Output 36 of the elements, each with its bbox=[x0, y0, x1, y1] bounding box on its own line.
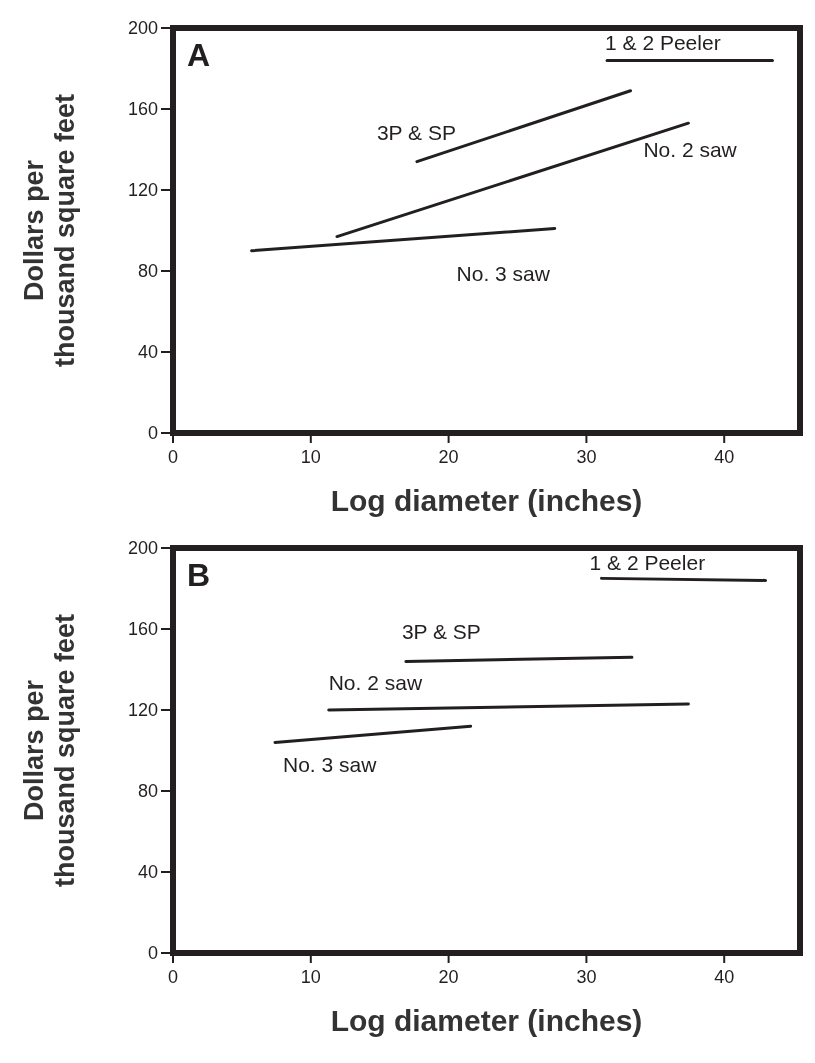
x-tick-label: 30 bbox=[576, 447, 597, 467]
x-tick-label: 20 bbox=[438, 967, 459, 987]
chart-title: A bbox=[187, 37, 211, 73]
x-tick-label: 20 bbox=[438, 447, 459, 467]
series-label: No. 3 saw bbox=[456, 261, 551, 285]
series-label: 1 & 2 Peeler bbox=[605, 31, 721, 55]
x-tick-label: 0 bbox=[167, 447, 179, 467]
series-label: No. 2 saw bbox=[643, 138, 738, 162]
y-axis-title: Dollars per thousand square feet bbox=[18, 613, 80, 888]
y-tick-label: 200 bbox=[127, 538, 158, 559]
series-label: 3P & SP bbox=[376, 120, 456, 144]
y-tick-label: 200 bbox=[127, 18, 158, 39]
y-tick-label: 40 bbox=[137, 342, 158, 363]
series-label: No. 3 saw bbox=[282, 753, 378, 777]
series-label: 3P & SP bbox=[401, 620, 481, 644]
x-axis-title: Log diameter (inches) bbox=[330, 484, 643, 517]
y-tick-label: 0 bbox=[147, 943, 158, 964]
series-label: No. 2 saw bbox=[328, 671, 423, 694]
x-axis-title: Log diameter (inches) bbox=[330, 1004, 643, 1037]
x-tick-label: 40 bbox=[714, 447, 735, 467]
y-tick-label: 160 bbox=[127, 99, 158, 120]
y-tick-label: 160 bbox=[127, 619, 158, 640]
x-tick-label: 30 bbox=[576, 967, 597, 987]
x-tick-label: 0 bbox=[167, 967, 179, 987]
y-tick-label: 40 bbox=[137, 862, 158, 883]
x-tick-label: 10 bbox=[300, 447, 321, 467]
x-tick-label: 40 bbox=[714, 967, 735, 987]
x-tick-label: 10 bbox=[300, 967, 321, 987]
y-tick-label: 0 bbox=[147, 423, 158, 444]
y-tick-label: 120 bbox=[127, 180, 158, 201]
y-tick-label: 120 bbox=[127, 700, 158, 721]
y-tick-label: 80 bbox=[137, 261, 158, 282]
series-label: 1 & 2 Peeler bbox=[589, 551, 706, 575]
chart-title: B bbox=[187, 557, 211, 593]
y-tick-label: 80 bbox=[137, 781, 158, 802]
y-axis-title: Dollars per thousand square feet bbox=[18, 93, 80, 368]
